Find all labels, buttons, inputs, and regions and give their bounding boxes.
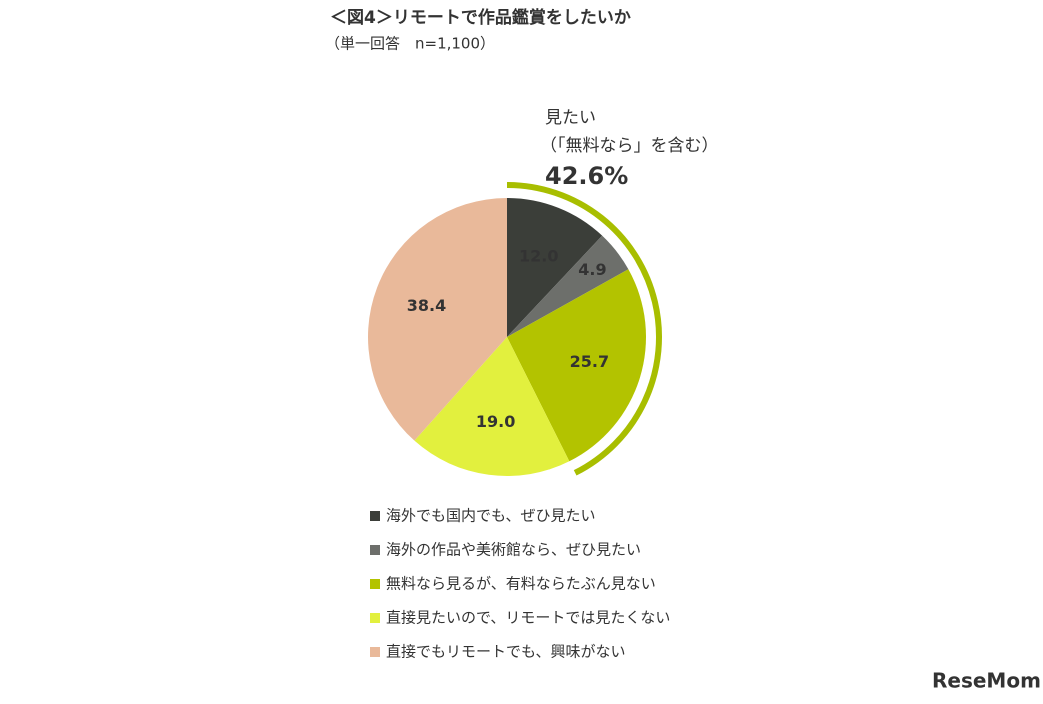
annotation-text: 見たい xyxy=(545,108,596,128)
pie-slice xyxy=(507,198,603,337)
legend-label: 海外でも国内でも、ぜひ見たい xyxy=(386,507,596,525)
legend-swatch xyxy=(370,579,380,589)
legend-label: 直接見たいので、リモートでは見たくない xyxy=(386,609,670,627)
legend-swatch xyxy=(370,511,380,521)
legend-label: 海外の作品や美術館なら、ぜひ見たい xyxy=(386,541,641,559)
watermark: ReseMom xyxy=(932,669,1041,693)
value-label: 38.4 xyxy=(407,296,446,315)
value-label: 12.0 xyxy=(519,246,558,265)
pie-slice xyxy=(507,269,646,462)
annotation-subtext: （「無料なら」を含む） xyxy=(540,136,719,156)
chart-subtitle: （単一回答 n=1,100） xyxy=(325,35,495,53)
value-label: 4.9 xyxy=(578,260,606,279)
annotation-arc xyxy=(506,182,662,476)
legend-swatch xyxy=(370,647,380,657)
pie-slice xyxy=(368,198,507,441)
legend-swatch xyxy=(370,613,380,623)
value-label: 19.0 xyxy=(476,412,515,431)
annotation-value: 42.6% xyxy=(545,162,628,190)
legend-swatch xyxy=(370,545,380,555)
chart-title: ＜図4＞リモートで作品鑑賞をしたいか xyxy=(330,7,631,28)
pie-slice xyxy=(507,235,629,337)
pie-slice xyxy=(414,337,570,476)
legend-label: 無料なら見るが、有料ならたぶん見ない xyxy=(386,575,656,593)
value-label: 25.7 xyxy=(570,352,609,371)
legend-label: 直接でもリモートでも、興味がない xyxy=(386,643,626,661)
